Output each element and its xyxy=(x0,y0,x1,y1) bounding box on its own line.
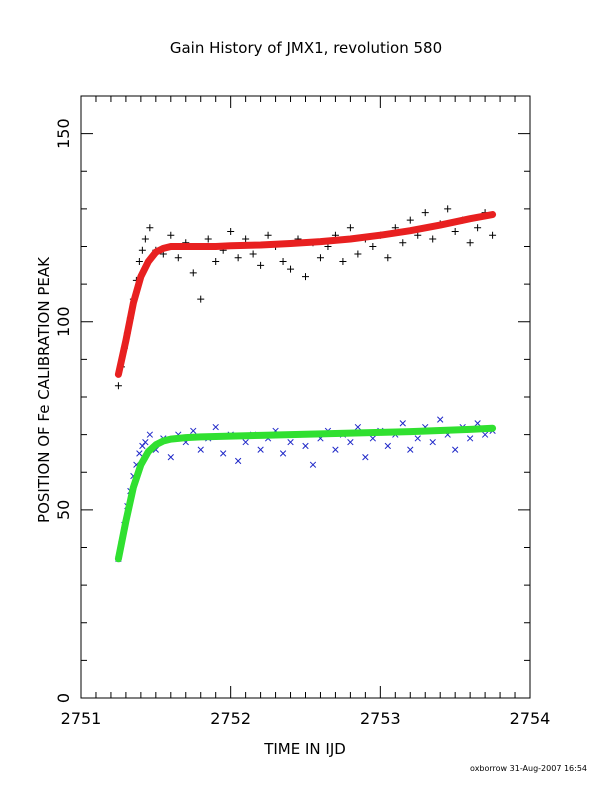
data-point xyxy=(174,254,182,262)
data-point xyxy=(197,446,204,453)
series-0 xyxy=(114,205,497,390)
series-layer xyxy=(114,205,497,563)
data-point xyxy=(369,243,377,250)
data-point xyxy=(354,250,362,258)
data-point xyxy=(429,235,437,243)
data-point xyxy=(146,431,154,438)
data-point xyxy=(429,438,436,446)
x-tick-label: 2752 xyxy=(210,709,251,728)
data-point xyxy=(227,227,235,235)
data-point xyxy=(220,450,227,457)
data-point xyxy=(346,224,354,232)
data-point xyxy=(264,231,272,239)
data-point xyxy=(474,224,482,232)
data-point xyxy=(138,246,146,254)
data-point xyxy=(190,427,197,435)
data-point xyxy=(167,454,174,461)
data-point xyxy=(204,235,212,243)
y-axis-label: POSITION OF Fe CALIBRATION PEAK xyxy=(35,256,53,523)
data-point xyxy=(249,250,257,258)
data-point xyxy=(212,423,219,431)
data-point xyxy=(139,442,146,450)
data-point xyxy=(399,239,407,247)
data-point xyxy=(444,205,452,213)
x-tick-label: 2754 xyxy=(510,709,551,728)
data-point xyxy=(197,295,205,303)
data-point xyxy=(339,258,347,266)
x-tick-label: 2751 xyxy=(61,709,102,728)
data-point xyxy=(242,235,250,243)
plot-frame xyxy=(80,95,531,699)
data-point xyxy=(407,446,414,453)
data-point xyxy=(399,420,406,427)
data-point xyxy=(451,227,459,235)
data-point xyxy=(114,382,122,390)
data-point xyxy=(414,435,421,442)
footer-stamp: oxborrow 31-Aug-2007 16:54 xyxy=(470,764,587,773)
data-point xyxy=(362,454,369,461)
data-point xyxy=(141,235,149,243)
data-point xyxy=(135,258,143,266)
data-point xyxy=(474,420,481,427)
data-point xyxy=(384,442,391,450)
data-point xyxy=(466,435,474,442)
fit-curve-0 xyxy=(114,211,497,378)
data-point xyxy=(384,254,392,262)
data-point xyxy=(257,261,265,269)
y-tick-label: 150 xyxy=(54,118,73,149)
data-point xyxy=(302,442,309,450)
fit-curve-1 xyxy=(114,424,497,563)
data-point xyxy=(136,450,143,457)
data-point xyxy=(316,254,324,262)
y-tick-label: 0 xyxy=(54,693,73,703)
data-point xyxy=(481,431,489,438)
data-point xyxy=(414,231,422,239)
data-point xyxy=(452,446,459,453)
data-point xyxy=(347,438,354,446)
data-point xyxy=(242,438,249,446)
data-point xyxy=(406,216,414,224)
data-point xyxy=(354,423,362,431)
data-point xyxy=(437,416,444,423)
data-point xyxy=(287,438,294,446)
data-point xyxy=(167,231,175,239)
plot-border xyxy=(80,95,531,699)
y-tick-label: 100 xyxy=(54,306,73,337)
data-point xyxy=(279,258,287,266)
chart-title: Gain History of JMX1, revolution 580 xyxy=(170,39,442,57)
x-axis-label: TIME IN IJD xyxy=(263,740,346,758)
data-point xyxy=(257,446,264,453)
data-point xyxy=(212,258,220,266)
data-point xyxy=(489,231,497,239)
data-point xyxy=(279,450,287,457)
data-point xyxy=(369,435,377,442)
y-tick-label: 50 xyxy=(54,500,73,520)
data-point xyxy=(234,254,242,262)
x-tick-label: 2753 xyxy=(360,709,401,728)
data-point xyxy=(234,457,242,465)
data-point xyxy=(421,209,429,217)
data-point xyxy=(142,438,149,446)
axes-layer: 0 50 100 150 2751 2752 2753 2754 xyxy=(54,95,551,728)
data-point xyxy=(302,273,309,281)
data-point xyxy=(466,239,474,247)
data-point xyxy=(189,269,197,277)
data-point xyxy=(146,224,154,232)
data-point xyxy=(309,461,317,468)
data-point xyxy=(332,446,339,453)
data-point xyxy=(287,265,295,273)
